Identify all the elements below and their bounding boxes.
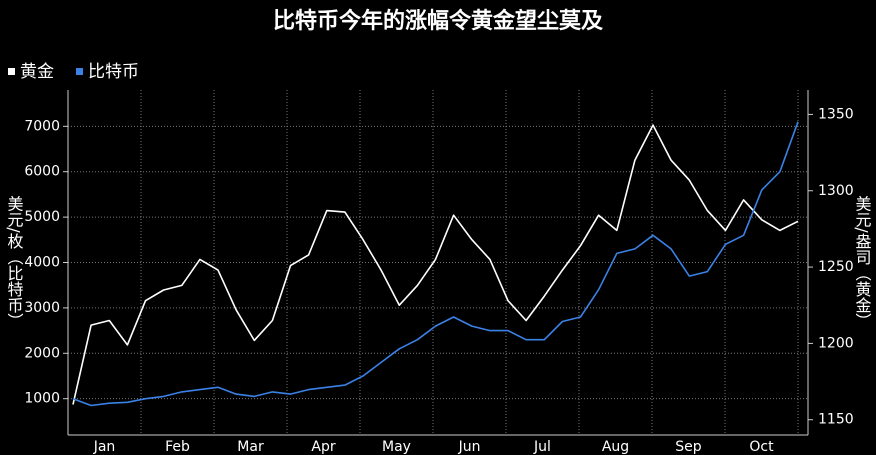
x-tick-label: May (382, 439, 411, 455)
x-tick-label: Oct (749, 439, 774, 455)
y-tick-label: 6000 (24, 164, 60, 180)
chart-title: 比特币今年的涨幅令黄金望尘莫及 (273, 8, 604, 34)
x-tick-label: Jan (93, 439, 116, 455)
legend-label: 比特币 (88, 62, 139, 82)
y2-tick-label: 1200 (818, 335, 854, 351)
x-tick-label: Feb (165, 439, 190, 455)
x-tick-label: Apr (311, 439, 335, 455)
x-tick-label: Sep (675, 439, 702, 455)
x-tick-label: Mar (237, 439, 264, 455)
x-tick-label: Aug (602, 439, 629, 455)
y2-tick-label: 1350 (818, 106, 854, 122)
legend-swatch (8, 68, 15, 75)
y-tick-label: 1000 (24, 391, 60, 407)
y-tick-label: 4000 (24, 255, 60, 271)
legend-label: 黄金 (20, 62, 54, 82)
legend-swatch (76, 68, 83, 75)
y-tick-label: 2000 (24, 345, 60, 361)
x-tick-label: Jun (458, 439, 481, 455)
series-line (72, 124, 799, 405)
x-tick-label: Jul (533, 439, 551, 455)
y2-axis-label: 美元/盎司（黄金） (853, 195, 872, 328)
y-tick-label: 7000 (24, 118, 60, 134)
y-axis-label: 美元/枚（比特币） (5, 195, 24, 328)
y2-tick-label: 1300 (818, 183, 854, 199)
y-tick-label: 5000 (24, 209, 60, 225)
y2-tick-label: 1150 (818, 412, 854, 428)
series-line (72, 121, 799, 407)
y-tick-label: 3000 (24, 300, 60, 316)
y2-tick-label: 1250 (818, 259, 854, 275)
